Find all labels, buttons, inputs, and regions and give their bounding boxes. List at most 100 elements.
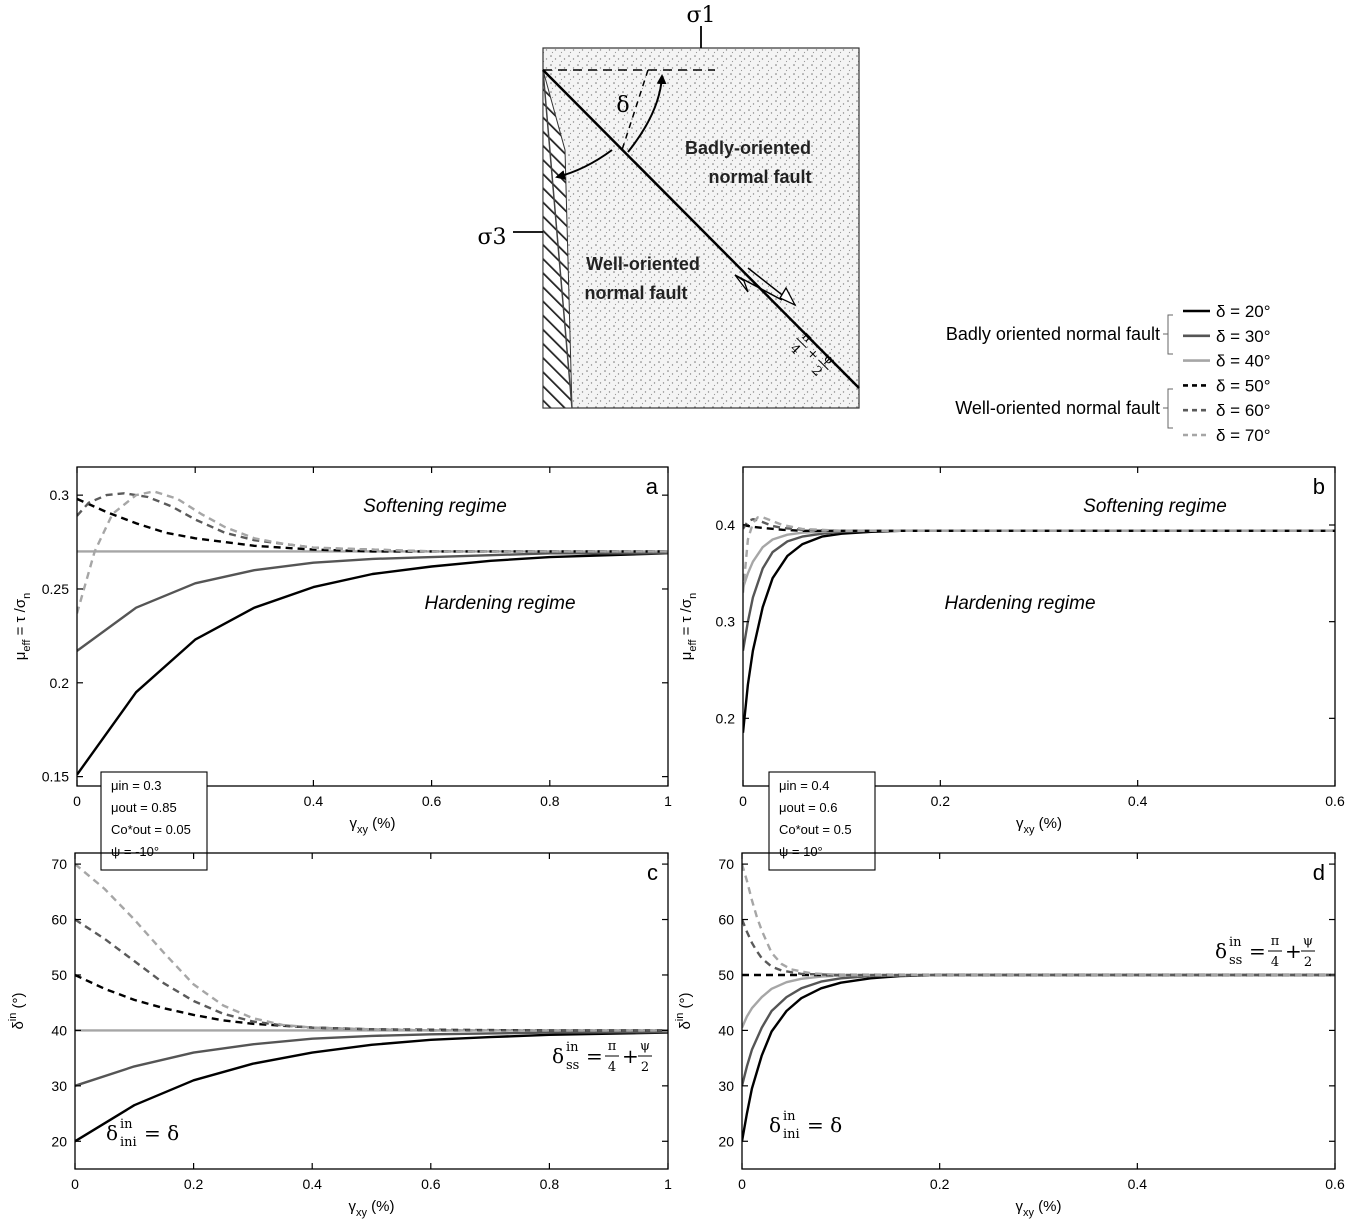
y-tick-label-a: 0.3 [50, 487, 70, 503]
x-tick-label-a: 0 [73, 793, 81, 809]
y-tick-label-a: 0.2 [50, 675, 70, 691]
x-tick-label-a: 0.8 [540, 793, 560, 809]
initial-formula-d: δ in ini = δ [769, 1109, 842, 1142]
sigma1-label: σ1 [686, 3, 715, 28]
x-tick-label-c: 0.6 [421, 1176, 441, 1192]
legend-bracket-badly [1163, 314, 1173, 355]
well-oriented-fault-line [542, 69, 573, 409]
param-line-b-2: Co*out = 0.5 [779, 822, 852, 837]
fault-diagram: σ1 σ3 δ Badly-oriented normal fault Well… [477, 3, 860, 409]
panel-letter-a: a [646, 474, 659, 499]
softening-label-b: Softening regime [1083, 496, 1227, 517]
x-axis-label-a: γxy (%) [350, 815, 396, 836]
series-group-b [743, 516, 1335, 733]
x-tick-label-b: 0.6 [1325, 793, 1345, 809]
hardening-label-a: Hardening regime [424, 593, 575, 614]
y-tick-label-c: 40 [51, 1022, 67, 1038]
steady-state-formula-c: δ in ss = π 4 + ψ 2 [552, 1039, 652, 1075]
legend-label-2: δ = 40° [1216, 352, 1271, 371]
param-line-b-0: μin = 0.4 [779, 778, 830, 793]
y-tick-label-c: 20 [51, 1133, 67, 1149]
x-tick-label-c: 1 [664, 1176, 672, 1192]
legend-bracket-well [1163, 388, 1173, 429]
series-line-d-delta-30 [742, 973, 1335, 1087]
x-tick-label-a: 0.4 [304, 793, 324, 809]
y-tick-label-d: 30 [718, 1078, 734, 1094]
angle-arc-lower [555, 149, 613, 180]
param-box-b [768, 771, 876, 871]
svg-text:=: = [586, 1044, 603, 1068]
axes-frame-c [74, 852, 669, 1170]
svg-text:δ: δ [1215, 939, 1227, 963]
x-tick-label-a: 1 [664, 793, 672, 809]
svg-text:2: 2 [641, 1060, 649, 1075]
series-group-c [75, 863, 668, 1143]
sigma3-label: σ3 [477, 225, 506, 250]
legend-label-1: δ = 30° [1216, 327, 1271, 346]
legend-group-well: Well-oriented normal fault [955, 398, 1160, 418]
steady-state-formula-d: δ in ss = π 4 + ψ 2 [1215, 934, 1315, 970]
series-line-c-delta-20 [75, 1031, 668, 1143]
series-line-a-delta-50 [77, 497, 668, 553]
axes-frame-b [742, 466, 1336, 787]
series-group-d [742, 863, 1335, 1142]
y-tick-label-a: 0.25 [42, 581, 69, 597]
axes-frame-a [76, 466, 669, 787]
series-line-d-delta-60 [742, 919, 1335, 977]
series-line-b-delta-70 [743, 516, 1335, 593]
legend: Badly oriented normal fault Well-oriente… [946, 302, 1271, 445]
badly-oriented-label-1: Badly-oriented [685, 138, 811, 158]
badly-oriented-fault-line [542, 69, 860, 389]
svg-text:4: 4 [1271, 955, 1279, 970]
y-axis-label-a: μeff = τ /σn [12, 593, 33, 660]
param-line-a-0: μin = 0.3 [111, 778, 162, 793]
y-tick-label-c: 50 [51, 967, 67, 983]
svg-text:ψ: ψ [640, 1039, 650, 1054]
series-line-c-delta-70 [75, 863, 668, 1032]
series-line-c-delta-60 [75, 918, 668, 1032]
series-line-d-delta-40 [742, 973, 1335, 1029]
x-tick-label-b: 0 [739, 793, 747, 809]
delta-angle-label: δ [616, 93, 629, 118]
series-line-b-delta-40 [743, 529, 1335, 589]
x-tick-label-d: 0.4 [1128, 1176, 1148, 1192]
svg-text:δ: δ [552, 1044, 564, 1068]
series-line-c-delta-50 [75, 973, 668, 1032]
svg-text:ψ: ψ [1303, 934, 1313, 949]
y-axis-label-d: δin (°) [674, 992, 694, 1029]
svg-text:ss: ss [566, 1058, 579, 1073]
param-line-a-2: Co*out = 0.05 [111, 822, 191, 837]
panel-letter-c: c [647, 860, 658, 885]
svg-text:ss: ss [1229, 953, 1242, 968]
slip-arrow-upper [734, 274, 783, 301]
panel-c: 0 0.2 0.4 0.6 0.8 1 20 30 40 50 60 70 c γxy (%) δin (°… [7, 852, 672, 1219]
svg-text:+: + [1285, 939, 1302, 963]
axes-frame-d [741, 852, 1336, 1170]
x-tick-label-c: 0.2 [184, 1176, 204, 1192]
series-group-a [77, 490, 668, 776]
param-line-b-1: μout = 0.6 [779, 800, 837, 815]
initial-formula-c: δ in ini = δ [106, 1117, 179, 1150]
y-tick-label-c: 70 [51, 856, 67, 872]
legend-group-badly: Badly oriented normal fault [946, 324, 1160, 344]
badly-oriented-label-2: normal fault [708, 167, 811, 187]
x-tick-label-c: 0.8 [540, 1176, 560, 1192]
y-tick-label-b: 0.3 [716, 614, 736, 630]
y-tick-label-b: 0.4 [716, 517, 736, 533]
svg-text:in: in [120, 1117, 133, 1132]
hardening-label-b: Hardening regime [944, 593, 1095, 614]
series-line-a-delta-20 [77, 552, 668, 776]
svg-text:in: in [566, 1040, 579, 1055]
svg-text:= δ: = δ [144, 1121, 179, 1145]
x-tick-label-d: 0 [738, 1176, 746, 1192]
panel-letter-d: d [1313, 860, 1325, 885]
svg-text:4: 4 [608, 1060, 616, 1075]
slip-arrow-lower-head [779, 286, 797, 307]
y-tick-label-d: 60 [718, 912, 734, 928]
series-line-b-delta-20 [743, 529, 1335, 733]
svg-text:π: π [608, 1039, 617, 1054]
y-axis-label-b: μeff = τ /σn [678, 593, 699, 660]
